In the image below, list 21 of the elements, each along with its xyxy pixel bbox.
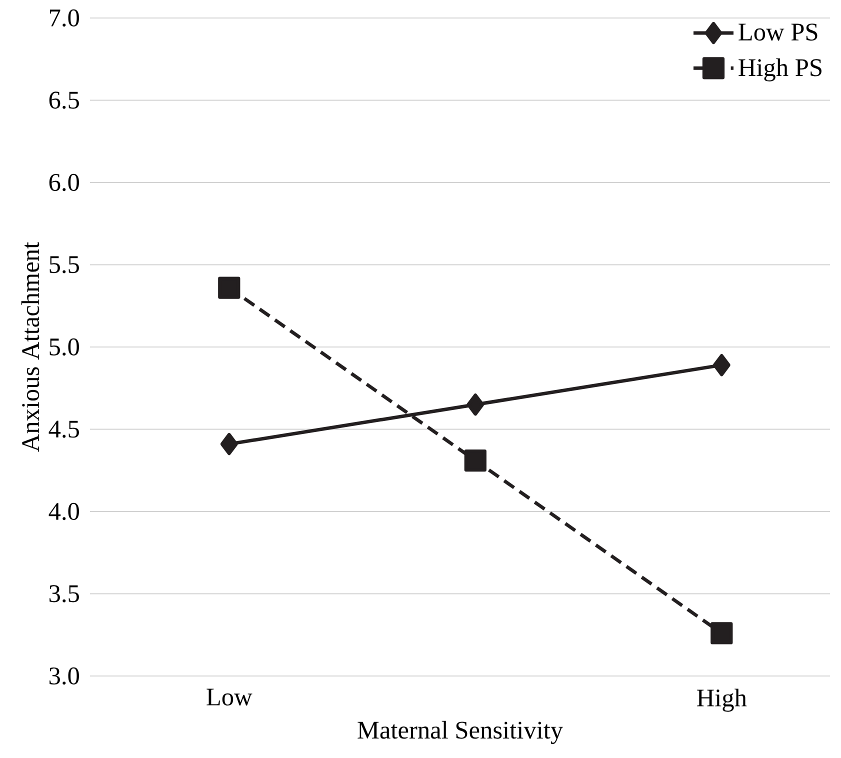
point bbox=[220, 432, 238, 456]
point bbox=[218, 276, 240, 299]
y-axis-title: Anxious Attachment bbox=[21, 242, 40, 452]
y-tick-label: 4.0 bbox=[48, 502, 79, 520]
y-tick-label: 6.0 bbox=[49, 174, 79, 192]
legend-label: High PS bbox=[738, 58, 822, 82]
y-tick-label: 6.5 bbox=[49, 92, 79, 109]
y-tick-label: 3.5 bbox=[50, 585, 79, 602]
y-tick-label: 3.0 bbox=[50, 667, 79, 685]
y-tick-label: 5.0 bbox=[50, 338, 79, 356]
legend-label: Low PS bbox=[738, 24, 818, 41]
y-tick-label: 7.0 bbox=[50, 9, 79, 27]
point bbox=[710, 622, 733, 644]
x-tick-label: High bbox=[697, 688, 747, 712]
point bbox=[464, 449, 486, 472]
x-tick-label: Low bbox=[206, 688, 252, 706]
y-tick-label: 4.5 bbox=[48, 420, 79, 438]
y-tick-label: 5.5 bbox=[50, 256, 79, 274]
point bbox=[712, 354, 730, 376]
point bbox=[466, 394, 484, 416]
x-axis-title: Maternal Sensitivity bbox=[358, 720, 563, 744]
